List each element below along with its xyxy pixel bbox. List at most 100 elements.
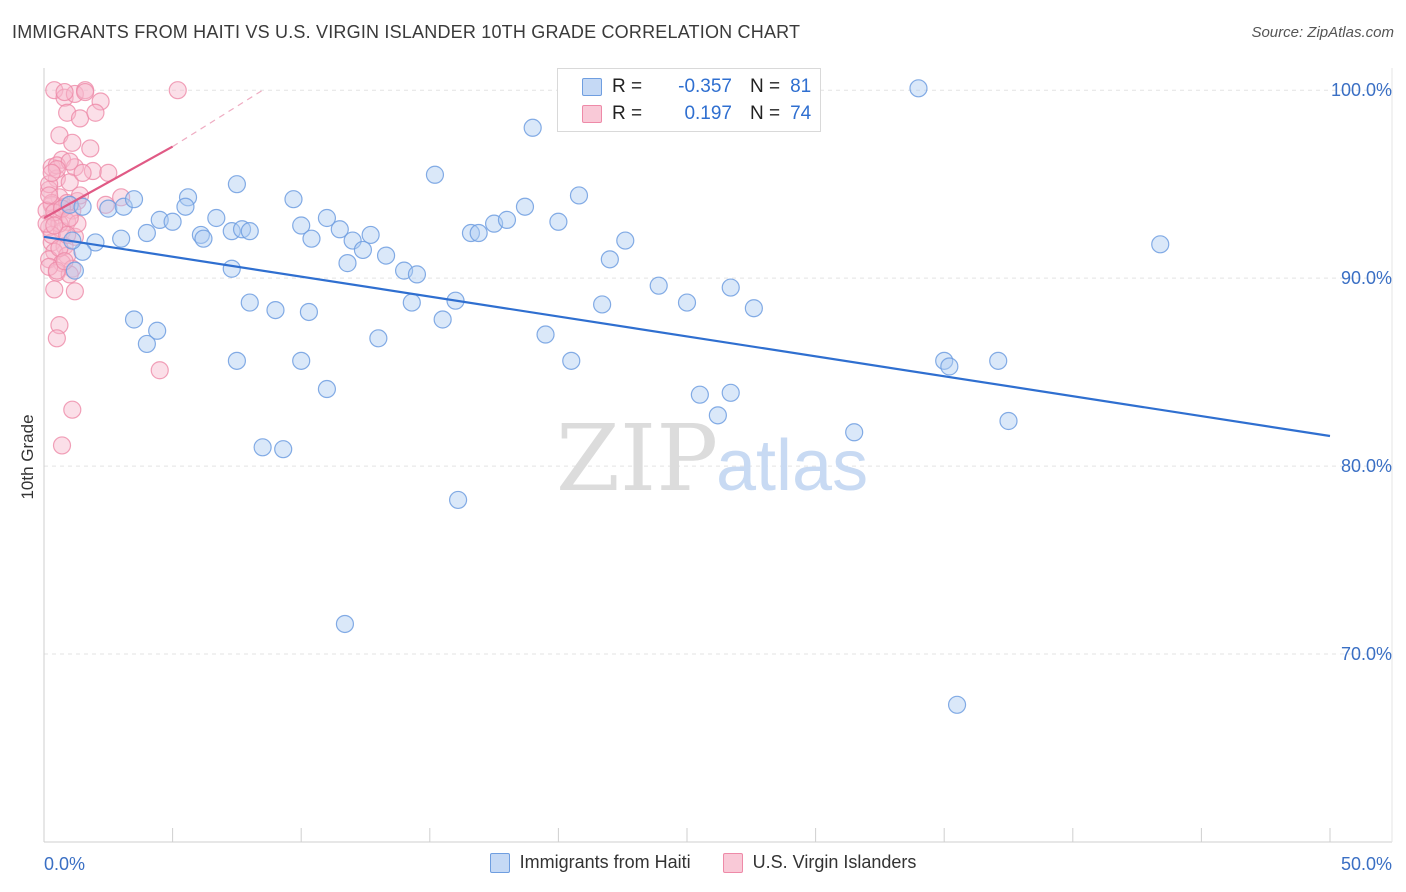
- data-point-haiti: [353, 240, 373, 260]
- data-point-haiti: [335, 614, 355, 634]
- legend-r-value: 0.197: [684, 103, 732, 124]
- x-tick-label-min: 0.0%: [44, 854, 85, 874]
- data-point-haiti: [114, 197, 133, 216]
- data-point-virgin-islanders: [55, 88, 74, 107]
- data-point-haiti: [73, 197, 92, 216]
- data-point-haiti: [549, 212, 568, 231]
- data-point-haiti: [137, 334, 156, 354]
- data-point-haiti: [317, 379, 337, 399]
- data-point-haiti: [376, 246, 396, 265]
- data-point-haiti: [163, 212, 182, 231]
- data-point-haiti: [317, 208, 337, 228]
- blue-series: [60, 79, 1170, 714]
- data-point-haiti: [999, 411, 1018, 431]
- data-point-haiti: [523, 118, 542, 137]
- data-point-haiti: [845, 423, 864, 442]
- data-point-virgin-islanders: [52, 436, 72, 455]
- data-point-virgin-islanders: [47, 261, 66, 280]
- watermark-zip: ZIP: [556, 405, 718, 512]
- data-point-virgin-islanders: [73, 163, 92, 182]
- data-point-haiti: [690, 385, 709, 404]
- data-point-haiti: [448, 490, 468, 510]
- data-point-haiti: [708, 406, 727, 425]
- data-point-haiti: [266, 300, 285, 320]
- data-point-haiti: [616, 231, 635, 250]
- data-point-haiti: [940, 357, 959, 376]
- legend-row-virgin-islanders: R = 0.197 N = 74: [582, 102, 811, 126]
- data-point-haiti: [407, 265, 427, 284]
- data-point-haiti: [497, 210, 517, 229]
- legend-label-haiti: Immigrants from Haiti: [519, 852, 691, 872]
- data-point-virgin-islanders: [91, 92, 110, 111]
- series-legend: Immigrants from Haiti U.S. Virgin Island…: [0, 852, 1406, 873]
- legend-r-label: R =: [612, 103, 643, 124]
- legend-row-haiti: R = -0.357 N = 81: [582, 75, 811, 99]
- data-point-haiti: [677, 293, 697, 312]
- data-point-haiti: [137, 223, 156, 243]
- data-point-haiti: [600, 250, 619, 269]
- data-point-haiti: [302, 229, 321, 248]
- data-point-haiti: [124, 310, 144, 329]
- stats-legend: R = -0.357 N = 81 R = 0.197 N = 74: [557, 68, 821, 132]
- data-point-virgin-islanders: [86, 103, 105, 122]
- legend-item-virgin-islanders[interactable]: U.S. Virgin Islanders: [722, 852, 917, 873]
- data-point-haiti: [947, 695, 967, 714]
- legend-r-label: R =: [612, 76, 643, 97]
- data-point-virgin-islanders: [42, 163, 61, 182]
- data-point-haiti: [744, 299, 763, 318]
- data-point-haiti: [909, 79, 928, 98]
- data-point-virgin-islanders: [45, 216, 64, 235]
- watermark-atlas: atlas: [716, 426, 868, 506]
- data-point-haiti: [361, 225, 380, 245]
- data-point-haiti: [935, 351, 954, 370]
- x-tick-label-max: 50.0%: [1341, 854, 1392, 874]
- y-tick-label: 100.0%: [1331, 80, 1392, 100]
- data-point-haiti: [292, 216, 311, 235]
- legend-label-virgin-islanders: U.S. Virgin Islanders: [752, 852, 917, 872]
- data-point-haiti: [1151, 235, 1170, 254]
- data-point-haiti: [569, 186, 589, 205]
- data-point-haiti: [124, 190, 144, 209]
- y-axis-label: 10th Grade: [18, 414, 37, 499]
- data-point-haiti: [402, 293, 421, 312]
- data-point-haiti: [338, 254, 357, 273]
- data-point-haiti: [112, 229, 131, 248]
- legend-swatch-blue: [582, 78, 602, 96]
- legend-n-label: N =: [750, 76, 781, 97]
- data-point-virgin-islanders: [65, 282, 84, 301]
- data-point-haiti: [425, 165, 445, 184]
- data-point-haiti: [469, 223, 488, 243]
- legend-item-haiti[interactable]: Immigrants from Haiti: [489, 852, 691, 873]
- trendline-virgin-islanders: [43, 145, 174, 219]
- data-point-virgin-islanders: [150, 361, 169, 380]
- trendline-virgin-islanders-extension: [172, 89, 263, 148]
- data-point-virgin-islanders: [76, 82, 95, 102]
- labels-layer: 100.0% 90.0% 80.0% 70.0% 0.0% 50.0% 10th Grade: [18, 80, 1392, 874]
- y-tick-label: 90.0%: [1341, 268, 1392, 288]
- data-point-haiti: [369, 329, 388, 348]
- data-point-haiti: [99, 199, 118, 218]
- data-point-haiti: [240, 222, 259, 241]
- legend-n-value: 74: [790, 103, 812, 124]
- data-point-haiti: [330, 220, 349, 239]
- data-point-virgin-islanders: [55, 82, 74, 102]
- data-point-haiti: [222, 259, 241, 278]
- legend-n-value: 81: [790, 76, 812, 97]
- data-point-haiti: [284, 190, 303, 209]
- data-point-haiti: [721, 383, 740, 402]
- data-point-haiti: [227, 351, 246, 370]
- pink-series: [37, 81, 187, 455]
- data-point-haiti: [65, 261, 84, 280]
- data-point-virgin-islanders: [168, 81, 187, 100]
- data-point-haiti: [721, 278, 740, 297]
- data-point-haiti: [433, 310, 452, 329]
- data-point-virgin-islanders: [45, 280, 64, 299]
- data-point-virgin-islanders: [70, 109, 90, 128]
- data-point-haiti: [989, 351, 1008, 370]
- trend-layer: [43, 89, 1331, 438]
- data-point-virgin-islanders: [60, 208, 79, 228]
- data-point-haiti: [207, 208, 226, 228]
- data-point-haiti: [274, 440, 293, 459]
- data-point-haiti: [461, 223, 481, 243]
